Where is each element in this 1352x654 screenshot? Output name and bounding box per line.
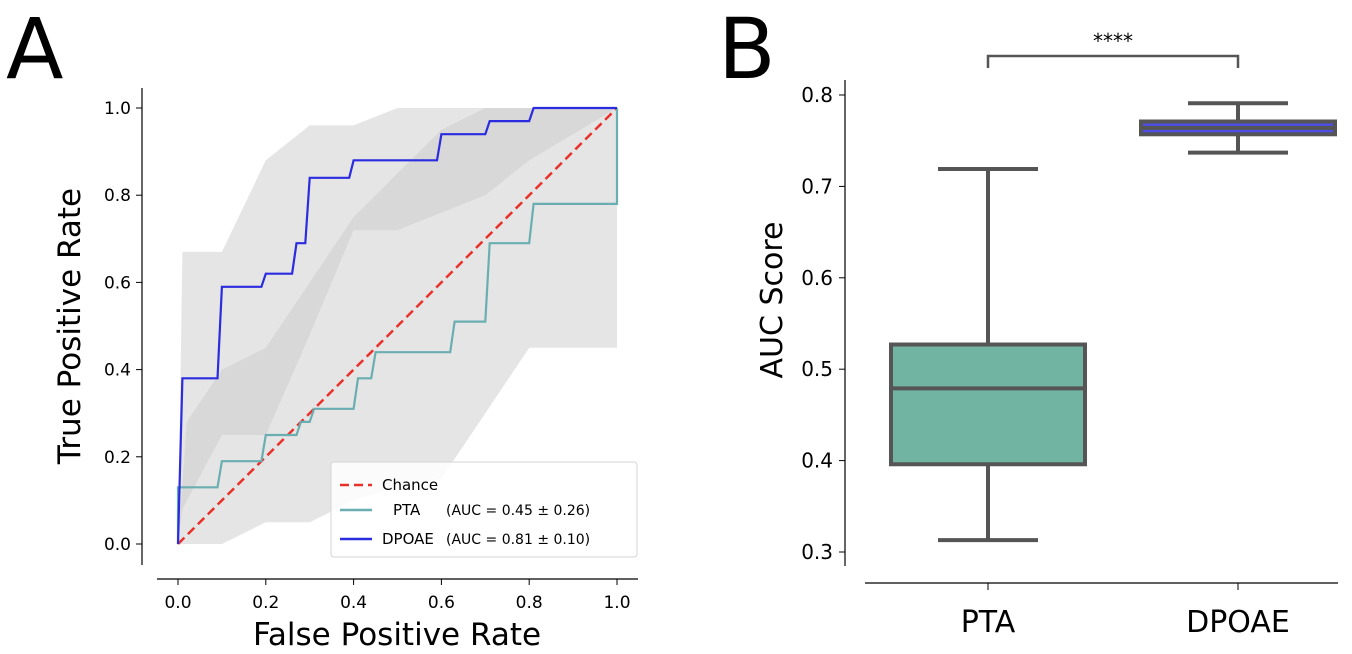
box-y-ticks: 0.3 0.4 0.5 0.6 0.7 0.8 (801, 83, 845, 564)
y-tick-label: 0.8 (104, 186, 131, 206)
box-y-axis-label: AUC Score (755, 222, 790, 379)
x-tick-label: 1.0 (603, 593, 630, 613)
series-line-chance (177, 107, 618, 545)
y-tick-label: 0.8 (801, 83, 833, 107)
x-tick-label: 0.4 (340, 593, 367, 613)
roc-legend: Chance PTA (AUC = 0.45 ± 0.26) DPOAE (AUC = … (330, 461, 638, 558)
y-tick-label: 0.5 (801, 357, 833, 381)
significance-line (986, 54, 1240, 68)
legend-label-chance: Chance (382, 476, 438, 494)
x-tick-label: DPOAE (1186, 605, 1290, 640)
x-tick-label: 0.8 (516, 593, 543, 613)
y-tick-label: 0.3 (801, 540, 833, 564)
legend-label-pta: PTA (393, 501, 421, 519)
legend-note-dpoae: (AUC = 0.81 ± 0.10) (446, 532, 590, 548)
y-tick-label: 0.6 (801, 266, 833, 290)
ci-band-dpoae (178, 108, 617, 544)
x-tick-label: PTA (961, 605, 1016, 640)
roc-y-ticks: 0.0 0.2 0.4 0.6 0.8 1.0 (104, 99, 142, 555)
auc-boxplot: 0.3 0.4 0.5 0.6 0.7 0.8 PTA DPOAE **** AUC Sco… (755, 29, 1338, 640)
panel-a-letter: A (6, 0, 63, 98)
panel-b-letter: B (718, 0, 776, 98)
y-tick-label: 0.7 (801, 174, 833, 198)
x-tick-label: 0.6 (428, 593, 455, 613)
box-elements (889, 101, 1337, 543)
roc-series (176, 106, 619, 545)
significance-label: **** (1093, 29, 1133, 53)
roc-chart: 0.0 0.2 0.4 0.6 0.8 1.0 0.0 0.2 0.4 0.6 0.8 1.0 Fa… (52, 88, 638, 653)
y-tick-label: 0.6 (104, 273, 131, 293)
roc-x-ticks: 0.0 0.2 0.4 0.6 0.8 1.0 (164, 579, 631, 613)
significance-bracket: **** (986, 29, 1240, 68)
legend-label-dpoae: DPOAE (382, 530, 434, 548)
series-line-pta (176, 108, 619, 544)
y-tick-label: 0.0 (104, 535, 131, 555)
y-tick-label: 0.4 (104, 361, 131, 381)
y-tick-label: 0.4 (801, 449, 833, 473)
y-tick-label: 0.2 (104, 448, 131, 468)
box-x-ticks: PTA DPOAE (961, 583, 1290, 640)
legend-note-pta: (AUC = 0.45 ± 0.26) (446, 503, 590, 519)
pta-box (889, 342, 1087, 467)
x-tick-label: 0.2 (252, 593, 279, 613)
x-tick-label: 0.0 (164, 593, 191, 613)
series-line-dpoae (176, 106, 617, 545)
legend-frame (330, 461, 638, 558)
roc-x-axis-label: False Positive Rate (253, 617, 541, 653)
y-tick-label: 1.0 (104, 99, 131, 119)
roc-y-axis-label: True Positive Rate (52, 188, 88, 465)
